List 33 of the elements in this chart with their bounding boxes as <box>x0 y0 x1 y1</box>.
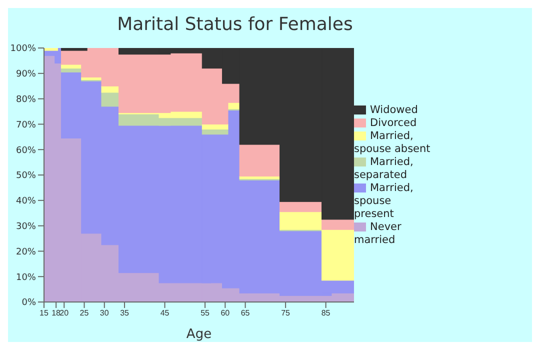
legend-label: Married, spouse absent <box>354 130 430 154</box>
y-tick-label: 100% <box>10 44 36 54</box>
x-tick-label: 25 <box>80 308 90 318</box>
legend-label: Divorced <box>370 116 417 128</box>
y-tick-label: 60% <box>16 146 36 156</box>
y-tick-label: 80% <box>16 94 36 105</box>
y-tick-label: 40% <box>16 196 36 207</box>
x-tick-label: 85 <box>321 308 331 318</box>
x-tick-label: 35 <box>120 308 130 318</box>
x-tick-label: 75 <box>281 308 291 318</box>
x-tick-label: 65 <box>240 308 250 318</box>
x-axis-title: Age <box>186 327 212 342</box>
x-tick-label: 45 <box>160 308 170 318</box>
legend-label: Married, spouse present <box>354 182 414 220</box>
x-tick-label: 15 <box>40 308 49 318</box>
x-tick-label: 60 <box>220 308 230 318</box>
y-tick-label: 0% <box>22 298 36 308</box>
bar <box>202 124 228 130</box>
chart-title: Marital Status for Females <box>116 14 354 35</box>
legend-label: Never married <box>354 220 402 246</box>
x-tick-label: 18 <box>52 308 62 318</box>
x-tick-label: 20 <box>60 308 70 318</box>
y-tick-label: 10% <box>16 272 36 283</box>
legend-label: Widowed <box>370 104 418 116</box>
y-tick-label: 90% <box>16 70 36 80</box>
x-tick-label: 55 <box>200 308 210 318</box>
legend-label: Married, separated <box>354 156 414 180</box>
y-tick-label: 50% <box>16 171 36 182</box>
bar <box>202 129 228 135</box>
x-tick-label: 30 <box>100 308 110 318</box>
y-tick-label: 20% <box>16 247 36 258</box>
y-tick-label: 70% <box>16 120 36 130</box>
y-tick-label: 30% <box>16 222 36 232</box>
